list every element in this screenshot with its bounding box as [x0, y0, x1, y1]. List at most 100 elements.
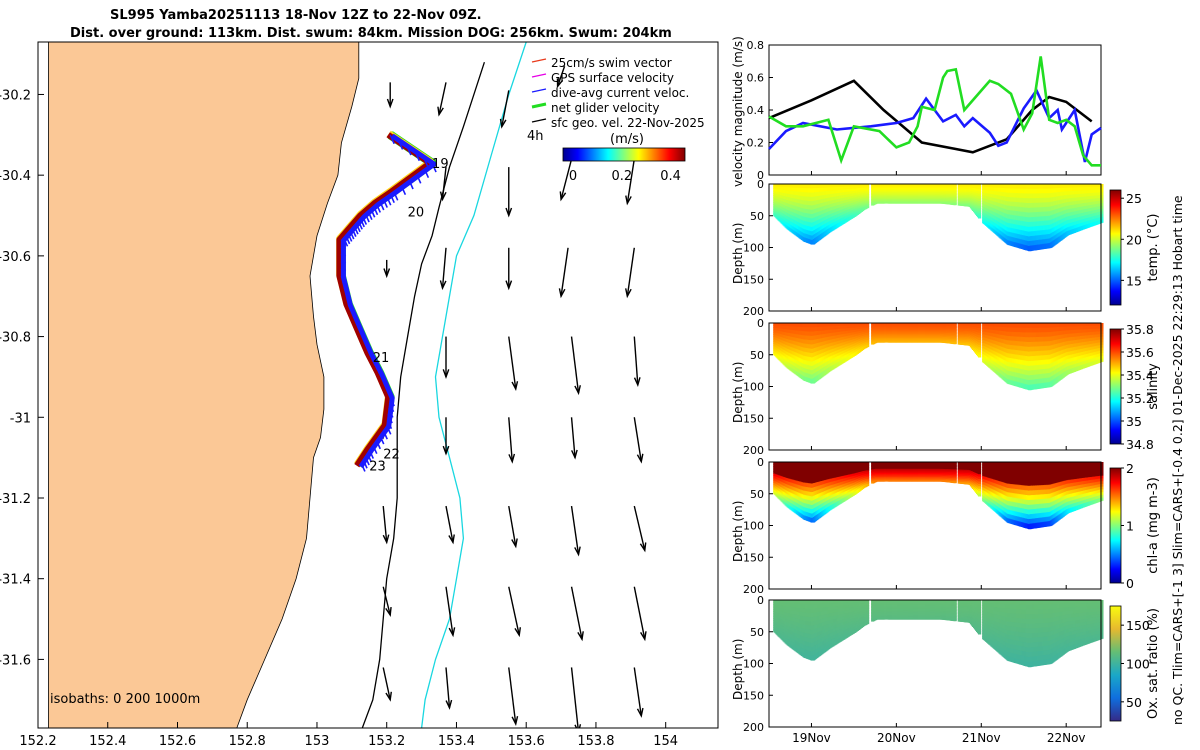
geostrophic-vector: [499, 90, 510, 129]
geostrophic-vector: [558, 247, 569, 299]
section-cell: [953, 189, 957, 192]
geostrophic-vector: [570, 417, 578, 460]
section-cell: [1100, 203, 1104, 207]
section-cell: [978, 184, 982, 187]
colorbar-unit: (m/s): [610, 132, 644, 147]
geostrophic-vector: [442, 336, 450, 379]
map-y-tick-label: -30.8: [0, 331, 31, 346]
geostrophic-vector: [383, 259, 391, 279]
dive-avg-current-vector: [408, 179, 414, 190]
geostrophic-vector: [382, 505, 390, 545]
geostrophic-vector-shaft: [570, 417, 576, 458]
dive-avg-current-vector: [366, 452, 372, 463]
geostrophic-vector-shaft: [382, 505, 388, 543]
geostrophic-vector: [625, 158, 635, 206]
geostrophic-vector: [633, 336, 641, 388]
section-colorbar-tick-label: 20: [1126, 232, 1142, 247]
section-y-tick-label: 0: [757, 178, 764, 191]
map-panel: 152.2 152.4 152.6 152.8 153 153.2 153.4 153.6 15…: [0, 41, 719, 749]
dive-avg-current-vector: [357, 220, 363, 230]
dive-avg-current-vector: [375, 439, 381, 450]
section-cell: [1100, 216, 1104, 221]
section-cell: [883, 185, 887, 188]
geostrophic-vector-head: [556, 78, 564, 89]
geostrophic-vector: [439, 247, 447, 291]
section-cell: [953, 185, 957, 188]
glider-track: [336, 130, 437, 472]
geostrophic-vector-shaft: [382, 586, 391, 616]
day-label: 21: [373, 351, 390, 366]
section-cell: [883, 192, 887, 195]
legend-swatch: [531, 73, 547, 78]
geostrophic-vector-shaft: [445, 505, 454, 543]
map-x-tick-label: 154: [653, 734, 678, 749]
section-cell: [953, 184, 957, 186]
section-cell: [978, 208, 982, 212]
geostrophic-vector-head: [445, 699, 453, 710]
geostrophic-vector: [437, 82, 447, 117]
geostrophic-vector-head: [442, 369, 450, 379]
map-x-tick-label: 153.2: [368, 734, 405, 749]
geostrophic-vector-head: [448, 627, 456, 638]
speed-colorbar: [562, 147, 686, 162]
geostrophic-vector-head: [636, 707, 644, 718]
dive-avg-current-vector: [351, 227, 357, 237]
figure-title-line1: SL995 Yamba20251113 18-Nov 12Z to 22-Nov…: [110, 8, 482, 23]
dive-avg-current-vector: [368, 449, 375, 459]
geostrophic-vector-shaft: [508, 336, 517, 390]
velocity-y-tick-label: 0: [757, 169, 764, 182]
section-cell: [866, 200, 870, 204]
velocity-series-0: [768, 79, 1093, 154]
section-cell: [953, 195, 957, 198]
dive-avg-current-vector: [361, 215, 368, 225]
dive-avg-current-vector: [364, 212, 370, 223]
dive-avg-current-vector: [387, 413, 393, 424]
dive-avg-current-vector: [344, 292, 351, 303]
geostrophic-vector: [386, 82, 394, 109]
geostrophic-vector-head: [385, 606, 392, 617]
geostrophic-vector-head: [559, 191, 567, 202]
geostrophic-vector-shaft: [441, 167, 447, 200]
speed-colorbar-ticks: 0 0.2 0.4: [569, 169, 681, 184]
section-cell: [978, 186, 982, 190]
section-cell: [953, 200, 957, 203]
dive-avg-current-vector: [414, 151, 421, 162]
section-cell: [883, 200, 887, 203]
map-x-tick-label: 153: [305, 734, 330, 749]
dive-avg-current-vector: [364, 455, 370, 466]
map-x-tick-label: 153.6: [508, 734, 545, 749]
dive-avg-current-vector: [388, 408, 394, 418]
section-cell: [866, 195, 870, 198]
map-y-tick-label: -31.2: [0, 492, 31, 507]
legend-entry: sfc geo. vel. 22-Nov-2025: [551, 116, 705, 130]
dive-avg-current-vector: [397, 140, 404, 150]
geostrophic-vector-shaft: [633, 336, 639, 386]
isobath-1000m: [361, 61, 486, 728]
geostrophic-vector: [445, 586, 456, 638]
section-cell: [978, 201, 982, 204]
section-cell: [883, 201, 887, 204]
section-cell: [866, 194, 870, 197]
section-cell: [1100, 205, 1104, 210]
geostrophic-vector-shaft: [560, 247, 569, 297]
section-cell: [1100, 184, 1104, 188]
geostrophic-vector-shaft: [508, 586, 520, 636]
geostrophic-vector-head: [558, 288, 566, 299]
section-cell: [883, 194, 887, 197]
day-label: 19: [432, 157, 449, 172]
geostrophic-vector-head: [625, 288, 632, 299]
dive-avg-current-vector: [340, 246, 347, 257]
geostrophic-vector: [508, 417, 516, 464]
geostrophic-vector-head: [514, 627, 522, 638]
section-cell: [978, 210, 982, 214]
geostrophic-vector: [508, 505, 518, 549]
velocity-series-2: [768, 56, 1101, 167]
geostrophic-vector-head: [571, 449, 578, 460]
section-cell: [866, 202, 870, 205]
dive-avg-current-vector: [342, 236, 349, 247]
colorbar-tick-label: 0.2: [611, 169, 632, 184]
track-swim-vectors: [336, 132, 434, 468]
geostrophic-vector-head: [574, 385, 581, 396]
section-cell: [866, 184, 870, 187]
geostrophic-vector: [382, 586, 392, 617]
